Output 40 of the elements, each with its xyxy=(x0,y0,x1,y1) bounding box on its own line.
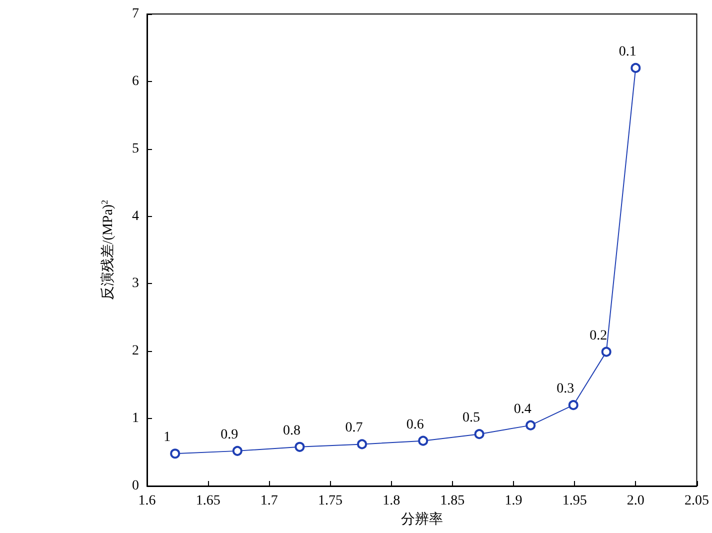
annotation: 0.8 xyxy=(282,423,300,438)
y-tick-label: 6 xyxy=(132,74,139,89)
annotation: 0.2 xyxy=(590,328,608,344)
x-tick-label: 1.75 xyxy=(318,494,342,508)
point xyxy=(526,420,536,430)
y-tick-label: 7 xyxy=(132,6,139,22)
point xyxy=(630,62,641,73)
y-tick-label: 0 xyxy=(132,478,139,494)
x-axis-title: 分辨率 xyxy=(400,511,443,528)
x-tick-label: 2.05 xyxy=(684,494,709,508)
point xyxy=(418,436,428,446)
y-tick-label: 1 xyxy=(132,411,139,426)
annotation: 0.9 xyxy=(220,427,238,442)
point xyxy=(474,429,484,440)
x-tick-label: 1.65 xyxy=(196,494,220,508)
point xyxy=(294,442,305,452)
annotation: 0.5 xyxy=(462,410,480,426)
point xyxy=(357,439,368,450)
point xyxy=(601,346,612,357)
annotation: 0.4 xyxy=(514,402,532,417)
x-tick-label: 1.85 xyxy=(440,494,465,508)
annotation: 0.1 xyxy=(618,44,636,60)
annotation: 0.3 xyxy=(556,382,574,397)
point xyxy=(568,400,578,410)
y-tick-label: 2 xyxy=(132,344,139,359)
y-tick-label: 3 xyxy=(132,276,139,292)
x-tick-label: 1.7 xyxy=(260,494,278,508)
y-tick-label: 4 xyxy=(132,208,139,224)
x-tick-label: 1.8 xyxy=(382,494,400,508)
x-tick-label: 1.95 xyxy=(562,494,587,508)
y-axis-title: 反演残差/(MPa)2 xyxy=(100,200,116,300)
annotation: 0.6 xyxy=(406,417,424,432)
x-tick-label: 2.0 xyxy=(626,494,644,508)
x-tick-label: 1.9 xyxy=(504,494,522,508)
x-tick-label: 1.6 xyxy=(138,494,156,508)
annotation: 1 xyxy=(164,430,171,446)
y-tick-label: 5 xyxy=(132,141,139,156)
point xyxy=(170,448,180,459)
annotation: 0.7 xyxy=(345,420,363,436)
point xyxy=(232,446,242,456)
